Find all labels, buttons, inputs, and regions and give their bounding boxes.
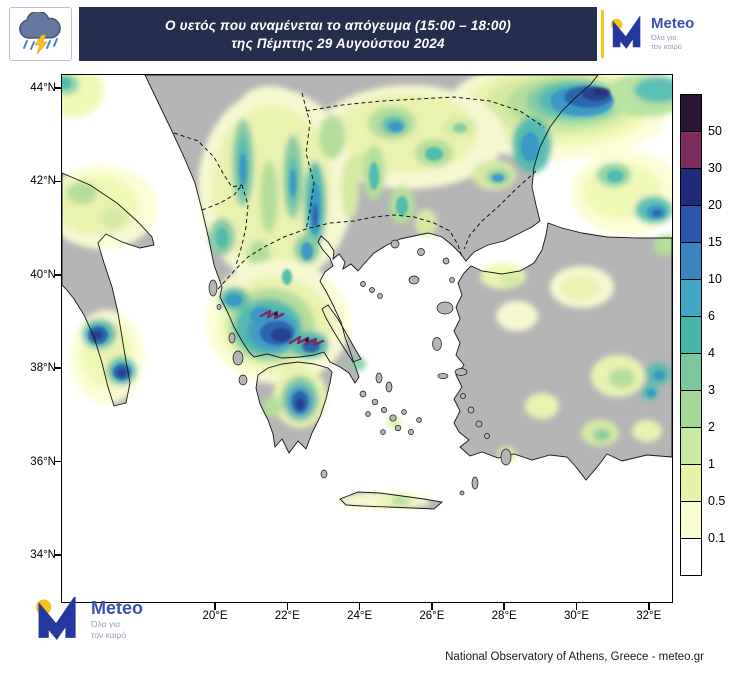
lon-axis-label: 32°E xyxy=(636,610,662,622)
lon-axis-tick xyxy=(431,603,433,610)
lon-axis-label: 28°E xyxy=(491,610,517,622)
lon-axis-label: 26°E xyxy=(419,610,445,622)
meteo-logo-icon xyxy=(610,16,641,49)
lat-axis-tick xyxy=(55,460,62,463)
lat-axis-tick xyxy=(55,87,62,89)
footer-brand: Meteo Όλα για τον καιρό xyxy=(33,597,143,643)
lat-axis-label: 38°N xyxy=(30,362,56,375)
colorbar-cell xyxy=(680,353,702,391)
meteo-logo-icon-footer xyxy=(36,597,76,640)
lon-axis-tick xyxy=(648,603,650,610)
colorbar-tick-label: 0.5 xyxy=(708,494,726,508)
lon-axis-tick xyxy=(503,603,505,610)
lon-axis-tick xyxy=(358,603,361,610)
brand-accent-bar xyxy=(601,10,604,58)
storm-cloud-icon xyxy=(18,12,61,55)
colorbar-cell xyxy=(680,316,702,354)
footer-brand-name: Meteo xyxy=(91,598,144,619)
colorbar-tick-label: 6 xyxy=(708,309,715,323)
lon-axis-label: 24°E xyxy=(347,610,373,622)
lon-axis-label: 20°E xyxy=(202,610,228,622)
colorbar-cell xyxy=(680,538,702,576)
colorbar-tick-label: 0.1 xyxy=(708,531,726,545)
map-title-line2: της Πέμπτης 29 Αυγούστου 2024 xyxy=(231,35,445,51)
map-title-line1: Ο υετός που αναμένεται το απόγευμα (15:0… xyxy=(165,17,511,33)
lat-axis-tick xyxy=(55,367,62,369)
brand-tagline-1: Όλα για xyxy=(651,32,677,42)
colorbar-tick-label: 20 xyxy=(708,198,722,212)
colorbar-tick-label: 10 xyxy=(708,272,722,286)
lon-axis-tick xyxy=(575,603,578,610)
lat-axis-label: 40°N xyxy=(30,268,56,281)
colorbar xyxy=(680,94,702,576)
colorbar-tick-label: 3 xyxy=(708,383,715,397)
colorbar-tick-label: 50 xyxy=(708,124,722,138)
lat-axis-label: 34°N xyxy=(30,549,56,561)
lon-axis-tick xyxy=(214,603,216,610)
lat-axis-tick xyxy=(55,180,62,183)
footer-brand-tagline-1: Όλα για xyxy=(91,619,121,630)
colorbar-cell xyxy=(680,168,702,206)
lat-axis-label: 42°N xyxy=(30,175,56,188)
colorbar-tick-label: 4 xyxy=(708,346,715,360)
colorbar-cell xyxy=(680,390,702,428)
colorbar-cell xyxy=(680,501,702,539)
colorbar-cell xyxy=(680,205,702,243)
lat-axis-tick xyxy=(55,274,62,276)
lon-axis-label: 22°E xyxy=(274,610,300,622)
lon-axis-label: 30°E xyxy=(563,610,590,622)
lightning-bolt xyxy=(33,34,48,55)
colorbar-cell xyxy=(680,427,702,465)
precipitation-cores xyxy=(57,77,666,413)
map-title-bar: Ο υετός που αναμένεται το απόγευμα (15:0… xyxy=(79,7,597,61)
rain-lines xyxy=(22,38,58,50)
cloud-shape xyxy=(18,12,61,39)
islands-layer xyxy=(208,239,512,496)
credit-text: National Observatory of Athens, Greece -… xyxy=(445,651,704,663)
header-brand: Meteo Όλα για τον καιρό xyxy=(601,7,731,61)
colorbar-tick-label: 1 xyxy=(708,457,715,471)
colorbar-cell xyxy=(680,94,702,132)
lat-axis-label: 44°N xyxy=(30,82,56,94)
lat-axis-tick xyxy=(55,554,62,556)
colorbar-tick-label: 30 xyxy=(708,161,722,175)
footer-brand-text: Meteo Όλα για τον καιρό xyxy=(91,599,143,640)
brand-name: Meteo xyxy=(651,15,695,33)
lon-axis-tick xyxy=(286,603,289,610)
colorbar-cell xyxy=(680,131,702,169)
map-svg xyxy=(40,60,688,602)
colorbar-tick-label: 2 xyxy=(708,420,715,434)
lat-axis-label: 36°N xyxy=(30,455,56,468)
colorbar-cell xyxy=(680,242,702,280)
country-borders xyxy=(173,92,545,290)
brand-text: Meteo Όλα για τον καιρό xyxy=(651,16,694,51)
extreme-precip-marks xyxy=(259,309,325,347)
map-frame xyxy=(40,60,688,603)
footer-brand-tagline-2: τον καιρό xyxy=(91,629,127,640)
brand-tagline-2: τον καιρό xyxy=(651,42,682,52)
storm-icon-box xyxy=(9,7,72,61)
colorbar-cell xyxy=(680,464,702,502)
colorbar-cell xyxy=(680,279,702,317)
colorbar-tick-label: 15 xyxy=(708,235,722,249)
